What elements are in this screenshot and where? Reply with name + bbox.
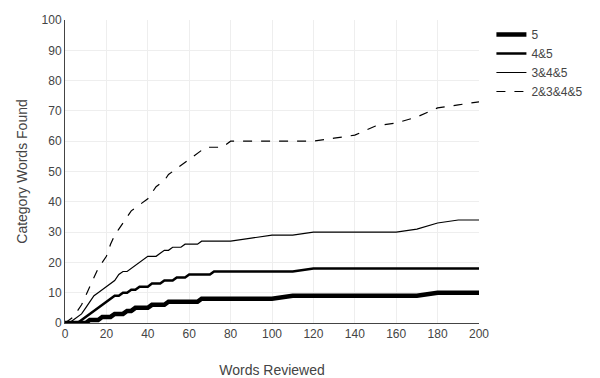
svg-text:20: 20 (48, 256, 62, 270)
svg-text:3&4&5: 3&4&5 (531, 66, 567, 80)
svg-text:160: 160 (386, 327, 406, 341)
svg-text:4&5: 4&5 (531, 47, 553, 61)
svg-text:60: 60 (48, 134, 62, 148)
svg-text:Category Words Found: Category Words Found (14, 99, 30, 243)
svg-text:20: 20 (100, 327, 114, 341)
svg-text:40: 40 (141, 327, 155, 341)
svg-text:90: 90 (48, 44, 62, 58)
svg-text:50: 50 (48, 165, 62, 179)
svg-text:Words Reviewed: Words Reviewed (219, 362, 325, 378)
svg-text:180: 180 (428, 327, 448, 341)
svg-text:100: 100 (42, 13, 62, 27)
svg-text:10: 10 (48, 286, 62, 300)
svg-text:2&3&4&5: 2&3&4&5 (531, 85, 582, 99)
svg-text:200: 200 (469, 327, 489, 341)
svg-text:140: 140 (345, 327, 365, 341)
svg-text:80: 80 (48, 74, 62, 88)
svg-text:0: 0 (62, 327, 69, 341)
svg-text:100: 100 (262, 327, 282, 341)
svg-text:30: 30 (48, 225, 62, 239)
svg-text:5: 5 (531, 28, 538, 42)
svg-text:0: 0 (55, 316, 62, 330)
svg-text:120: 120 (303, 327, 323, 341)
svg-text:60: 60 (183, 327, 197, 341)
svg-text:80: 80 (224, 327, 238, 341)
svg-text:40: 40 (48, 195, 62, 209)
svg-text:70: 70 (48, 104, 62, 118)
